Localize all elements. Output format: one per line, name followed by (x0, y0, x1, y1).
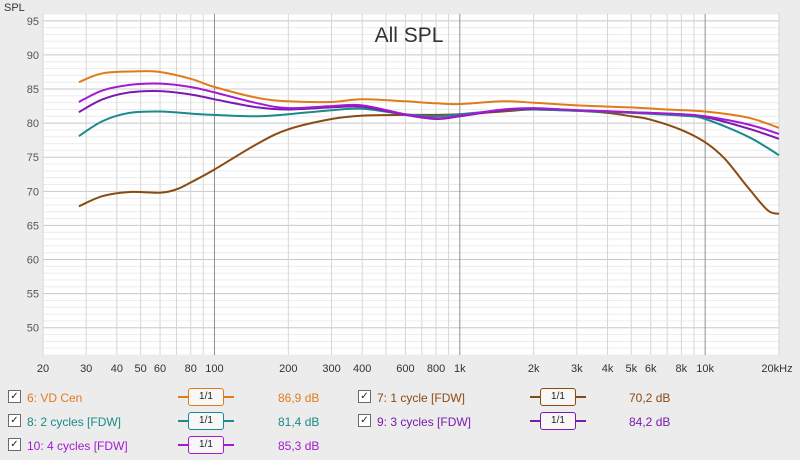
checkbox[interactable]: ✓ (8, 390, 21, 403)
legend-label: 8: 2 cycles [FDW] (27, 415, 122, 429)
smoothing-button[interactable]: 1/1 (540, 412, 576, 430)
x-tick-label: 2k (528, 363, 540, 375)
legend-value: 84,2 dB (629, 415, 671, 429)
x-tick-label: 6k (645, 363, 657, 375)
series-line-5 (78, 82, 780, 135)
y-tick-label: 90 (27, 50, 39, 62)
legend-label: 10: 4 cycles [FDW] (27, 439, 128, 453)
x-tick-label: 10k (696, 363, 714, 375)
x-tick-label: 100 (205, 363, 223, 375)
x-tick-label: 200 (279, 363, 297, 375)
legend: ✓ 6: VD Cen 1/1 86,9 dB ✓ 7: 1 cycle [FD… (0, 382, 800, 460)
checkbox[interactable]: ✓ (358, 390, 371, 403)
y-tick-label: 80 (27, 118, 39, 130)
x-tick-label: 4k (602, 363, 614, 375)
legend-value: 85,3 dB (278, 439, 320, 453)
checkbox[interactable]: ✓ (8, 438, 21, 451)
x-tick-label: 800 (427, 363, 445, 375)
x-tick-label: 30 (80, 363, 92, 375)
legend-label: 7: 1 cycle [FDW] (377, 391, 466, 405)
spl-chart: 50 55 60 65 70 75 80 85 90 95 20 30 40 50 60 80 100 200 30… (4, 2, 793, 375)
x-tick-label: 8k (676, 363, 688, 375)
x-tick-label: 3k (571, 363, 583, 375)
x-tick-label: 300 (322, 363, 340, 375)
legend-item-1-cycle[interactable]: ✓ 7: 1 cycle [FDW] 1/1 70,2 dB (350, 387, 790, 407)
legend-value: 70,2 dB (629, 391, 671, 405)
y-tick-label: 55 (27, 289, 39, 301)
legend-item-4-cycles[interactable]: ✓ 10: 4 cycles [FDW] 1/1 85,3 dB (0, 435, 380, 455)
y-tick-label: 60 (27, 255, 39, 267)
x-tick-label: 20kHz (761, 363, 792, 375)
checkbox[interactable]: ✓ (8, 414, 21, 427)
x-tick-label: 80 (185, 363, 197, 375)
y-tick-label: 50 (27, 323, 39, 335)
checkbox[interactable]: ✓ (358, 414, 371, 427)
smoothing-button[interactable]: 1/1 (188, 412, 224, 430)
x-tick-label: 60 (154, 363, 166, 375)
legend-item-3-cycles[interactable]: ✓ 9: 3 cycles [FDW] 1/1 84,2 dB (350, 411, 790, 431)
x-tick-label: 40 (111, 363, 123, 375)
x-tick-label: 50 (135, 363, 147, 375)
smoothing-button[interactable]: 1/1 (188, 388, 224, 406)
y-axis-label: SPL (4, 2, 25, 14)
smoothing-button[interactable]: 1/1 (188, 436, 224, 454)
y-tick-label: 65 (27, 220, 39, 232)
x-tick-label: 600 (396, 363, 414, 375)
x-tick-label: 5k (625, 363, 637, 375)
legend-value: 86,9 dB (278, 391, 320, 405)
smoothing-button[interactable]: 1/1 (540, 388, 576, 406)
x-tick-label: 20 (37, 363, 49, 375)
y-tick-label: 95 (27, 16, 39, 28)
chart-area: 50 55 60 65 70 75 80 85 90 95 20 30 40 50 60 80 100 200 30… (4, 2, 793, 375)
y-tick-label: 70 (27, 186, 39, 198)
legend-value: 81,4 dB (278, 415, 320, 429)
legend-label: 9: 3 cycles [FDW] (377, 415, 472, 429)
chart-title: All SPL (375, 24, 444, 47)
x-tick-label: 400 (353, 363, 371, 375)
legend-item-2-cycles[interactable]: ✓ 8: 2 cycles [FDW] 1/1 81,4 dB (0, 411, 380, 431)
y-tick-label: 85 (27, 84, 39, 96)
x-tick-label: 1k (454, 363, 466, 375)
legend-item-vd-cen[interactable]: ✓ 6: VD Cen 1/1 86,9 dB (0, 387, 380, 407)
legend-label: 6: VD Cen (27, 391, 83, 405)
y-tick-label: 75 (27, 152, 39, 164)
series-line-1 (78, 70, 780, 129)
